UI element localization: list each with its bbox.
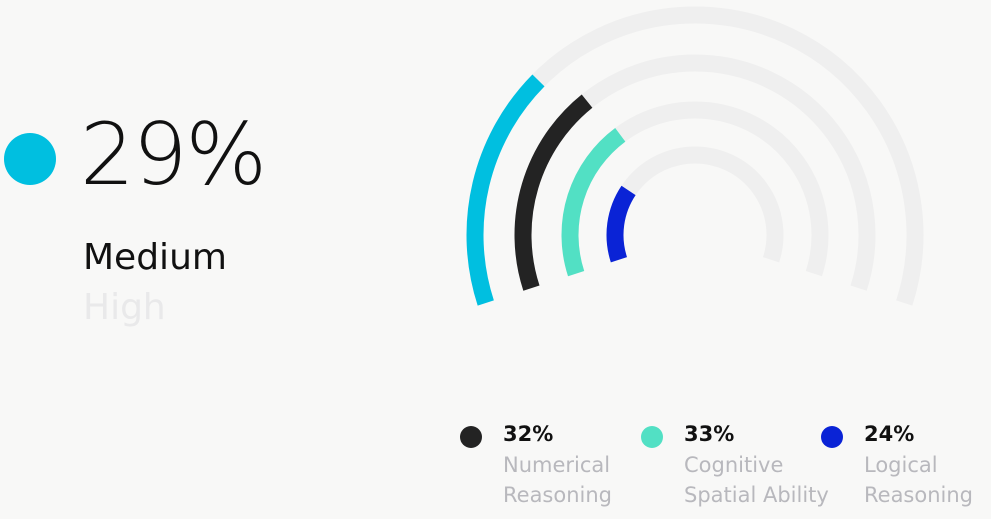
ring-bar-logical-reasoning <box>606 185 636 263</box>
ring-bar-numerical-reasoning <box>514 94 593 291</box>
ring-bar-overall <box>466 74 545 306</box>
ring-bar-cognitive-spatial-ability <box>561 127 626 277</box>
level-current: Medium <box>83 237 227 278</box>
headline-score: 29% Medium High <box>0 0 420 360</box>
level-next: High <box>83 287 166 328</box>
score-value: 29% <box>80 105 267 205</box>
score-color-dot <box>4 133 56 185</box>
ring-track <box>606 146 784 263</box>
